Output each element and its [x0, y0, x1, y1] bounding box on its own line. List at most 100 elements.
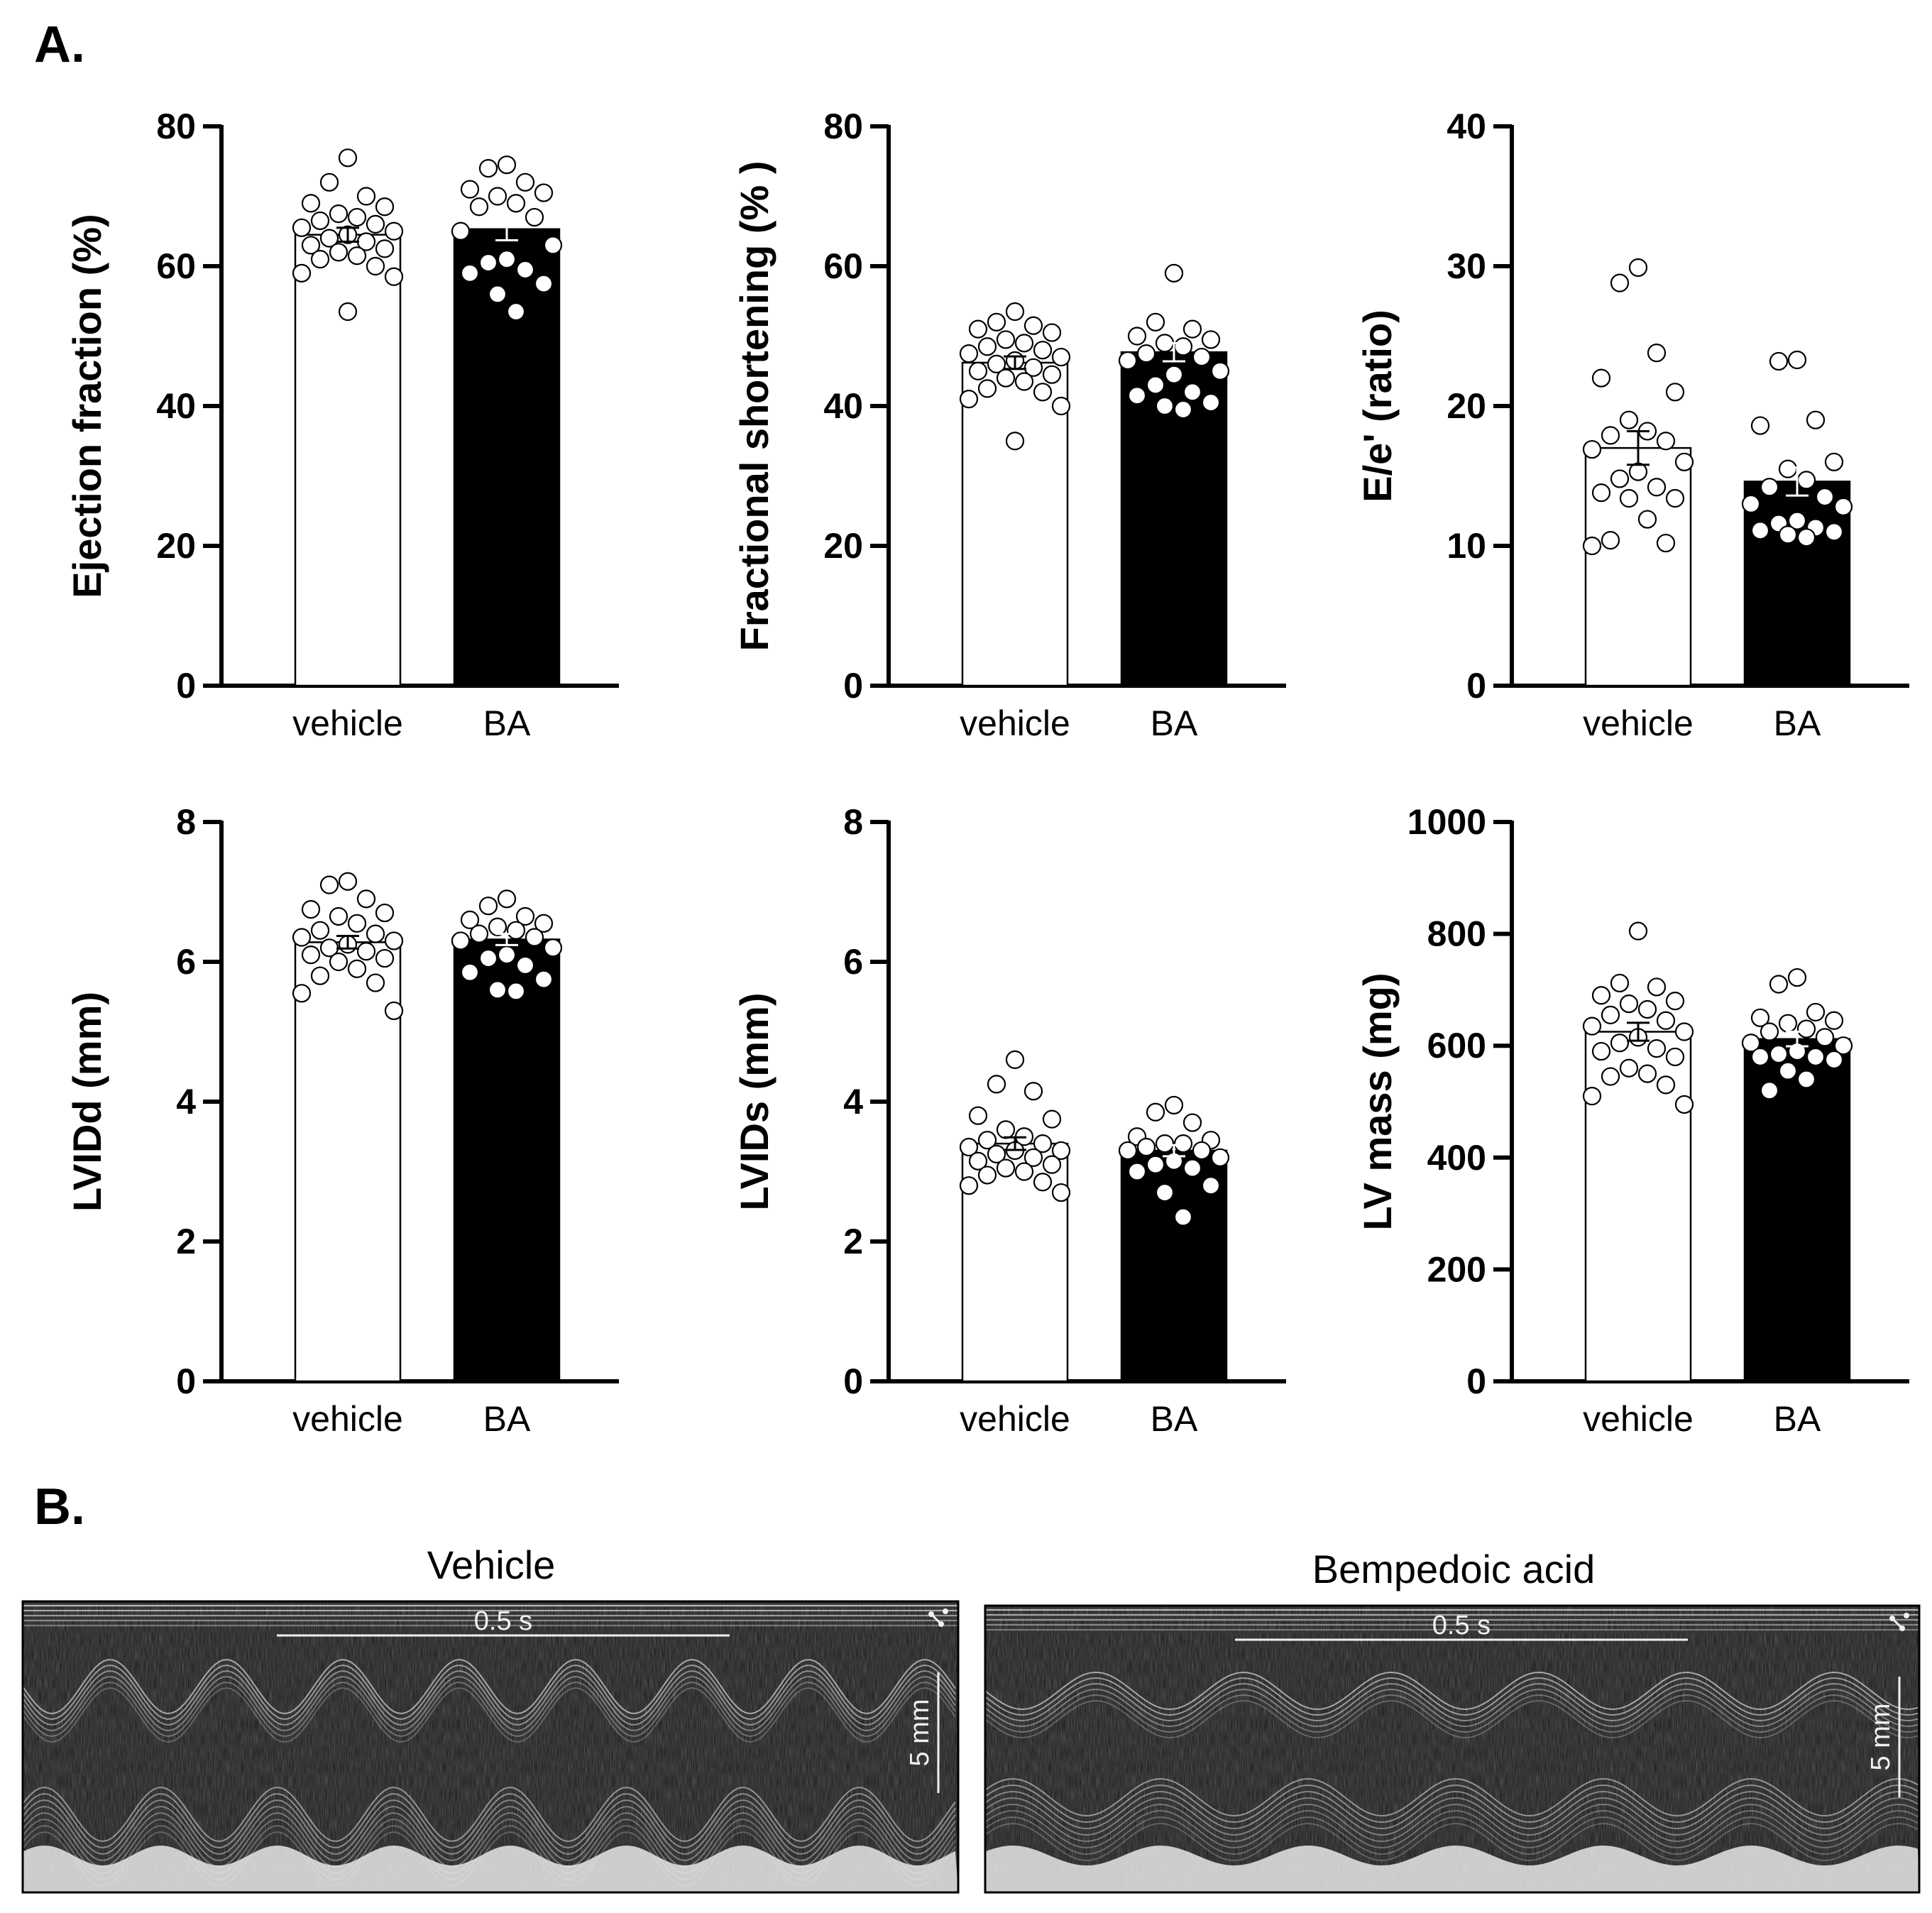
- data-point-vehicle: [1023, 1082, 1043, 1101]
- data-point-vehicle: [1591, 483, 1611, 503]
- data-point-ba: [478, 253, 498, 273]
- data-point-vehicle: [1005, 1050, 1025, 1070]
- data-point-ba: [478, 948, 498, 968]
- echo-wall-trace: [984, 1784, 1919, 1824]
- data-point-vehicle: [1601, 1067, 1620, 1086]
- data-point-ba: [1118, 1141, 1138, 1161]
- echo-wall-trace: [22, 1658, 956, 1715]
- data-point-vehicle: [1610, 469, 1630, 488]
- data-point-ba: [1182, 1113, 1202, 1132]
- echo-frame: [21, 1600, 960, 1894]
- x-category-label: BA: [483, 703, 531, 743]
- data-point-ba: [1210, 361, 1230, 380]
- data-point-vehicle: [987, 1075, 1006, 1094]
- data-point-vehicle: [1665, 383, 1685, 402]
- data-point-vehicle: [310, 966, 330, 985]
- data-point-vehicle: [1619, 1058, 1639, 1078]
- data-point-vehicle: [1042, 323, 1062, 342]
- data-point-ba: [1806, 410, 1826, 429]
- echo-wall-trace: [984, 1682, 1919, 1722]
- data-point-ba: [1824, 1011, 1844, 1030]
- echo-wall-trace: [984, 1688, 1919, 1728]
- x-category-label: vehicle: [292, 1399, 403, 1439]
- time-scale-label: 0.5 s: [474, 1606, 532, 1636]
- y-tick-label: 80: [156, 106, 196, 146]
- data-point-ba: [1824, 452, 1844, 471]
- y-tick-label: 20: [823, 526, 863, 566]
- data-point-vehicle: [1674, 452, 1694, 471]
- data-point-ba: [451, 931, 471, 950]
- data-point-vehicle: [1628, 921, 1648, 941]
- echo-title-vehicle: Vehicle: [427, 1542, 556, 1587]
- echo-wall-trace: [984, 1790, 1919, 1830]
- echo-speckle: [985, 1606, 1919, 1892]
- data-point-vehicle: [310, 250, 330, 269]
- data-point-vehicle: [1665, 992, 1685, 1011]
- data-point-ba: [1118, 351, 1138, 371]
- echo-wall-trace: [22, 1681, 956, 1738]
- data-point-ba: [515, 906, 535, 926]
- y-tick-label: 600: [1427, 1026, 1486, 1065]
- data-point-vehicle: [959, 1176, 979, 1195]
- data-point-ba: [1778, 525, 1798, 544]
- y-tick-label: 60: [823, 246, 863, 286]
- data-point-vehicle: [1582, 536, 1602, 556]
- data-point-ba: [1796, 528, 1816, 547]
- data-point-vehicle: [1023, 358, 1043, 377]
- y-tick-label: 40: [156, 386, 196, 426]
- echo-frame: [984, 1604, 1921, 1894]
- data-point-vehicle: [384, 221, 404, 241]
- y-tick-label: 0: [1466, 666, 1486, 706]
- data-point-ba: [1210, 1148, 1230, 1167]
- data-point-ba: [1778, 1014, 1798, 1033]
- data-point-vehicle: [959, 390, 979, 409]
- data-point-vehicle: [292, 263, 312, 283]
- data-point-vehicle: [968, 319, 988, 339]
- time-scale-label: 0.5 s: [1432, 1611, 1491, 1640]
- echo-wall-trace: [22, 1670, 956, 1726]
- data-point-vehicle: [996, 1120, 1016, 1139]
- echo-wall-trace: [984, 1816, 1919, 1856]
- data-point-vehicle: [1601, 531, 1620, 550]
- data-point-ba: [1778, 1061, 1798, 1080]
- data-point-vehicle: [366, 214, 385, 234]
- x-category-label: vehicle: [1583, 703, 1694, 743]
- data-point-ba: [1155, 1183, 1175, 1202]
- data-point-vehicle: [1582, 439, 1602, 459]
- data-point-vehicle: [356, 187, 376, 206]
- data-point-ba: [488, 285, 507, 304]
- data-point-ba: [497, 889, 517, 909]
- data-point-ba: [1155, 396, 1175, 416]
- y-tick-label: 8: [176, 802, 196, 842]
- y-tick-label: 40: [1447, 106, 1486, 146]
- data-point-vehicle: [1637, 510, 1657, 529]
- data-point-vehicle: [1656, 1075, 1676, 1095]
- data-point-ba: [1787, 511, 1807, 530]
- data-point-vehicle: [301, 900, 321, 919]
- data-point-ba: [1741, 1034, 1761, 1053]
- data-point-ba: [506, 194, 526, 213]
- y-tick-label: 400: [1427, 1138, 1486, 1178]
- data-point-vehicle: [1665, 488, 1685, 508]
- y-axis-label: LVIDd (mm): [65, 992, 109, 1212]
- y-tick-label: 6: [176, 942, 196, 982]
- bar-vehicle: [294, 941, 402, 1383]
- data-point-vehicle: [347, 959, 367, 978]
- depth-scale-label: 5 mm: [905, 1699, 935, 1767]
- echo-wall-trace: [22, 1799, 956, 1856]
- bar-ba: [453, 228, 561, 687]
- data-point-vehicle: [1033, 341, 1053, 360]
- echo-wall-trace: [22, 1687, 956, 1743]
- x-category-label: vehicle: [1583, 1399, 1694, 1439]
- data-point-vehicle: [1619, 994, 1639, 1014]
- data-point-vehicle: [996, 368, 1016, 388]
- data-point-ba: [1155, 1134, 1175, 1153]
- echo-wall-trace: [984, 1671, 1919, 1711]
- caliper-icon: [1891, 1617, 1904, 1630]
- data-point-ba: [1127, 386, 1147, 405]
- echo-wall-trace: [22, 1675, 956, 1732]
- data-point-vehicle: [319, 229, 339, 248]
- data-point-ba: [1806, 1047, 1826, 1067]
- data-point-vehicle: [1591, 986, 1611, 1005]
